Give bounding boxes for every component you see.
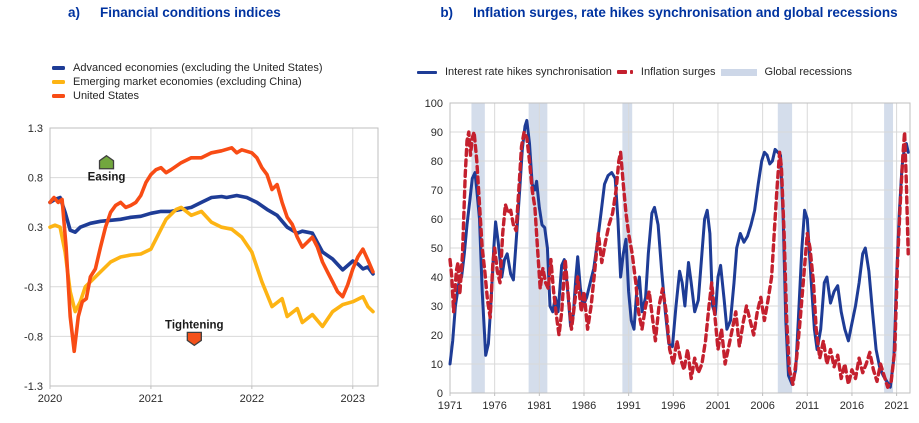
y-tick-label: 50 — [431, 243, 443, 255]
legend-swatch-solid — [52, 80, 65, 84]
chart-a-legend: Advanced economies (excluding the United… — [52, 62, 322, 102]
legend-swatch-dash — [616, 70, 633, 74]
y-tick-label: 1.3 — [28, 123, 43, 135]
series-line — [48, 146, 375, 354]
chart-b-legend: Interest rate hikes synchronisation Infla… — [417, 66, 919, 78]
y-tick-label: -0.8 — [24, 331, 43, 343]
x-tick-label: 1976 — [482, 400, 506, 412]
y-tick-label: 10 — [431, 359, 443, 371]
chart-a-title: a) Financial conditions indices — [68, 4, 408, 21]
legend-item: Advanced economies (excluding the United… — [52, 62, 322, 74]
y-tick-label: 80 — [431, 156, 443, 168]
legend-label: Advanced economies (excluding the United… — [73, 62, 323, 74]
x-tick-label: 2011 — [795, 400, 819, 412]
x-tick-label: 2001 — [706, 400, 730, 412]
legend-label: Inflation surges — [640, 66, 716, 78]
x-tick-label: 1986 — [572, 400, 596, 412]
chart-b-plot: 0 10 20 30 40 50 60 70 80 90 100 1971 1976 1981 1986 19… — [425, 98, 911, 412]
y-tick-label: -0.3 — [24, 282, 43, 294]
legend-swatch-band — [720, 68, 757, 76]
x-tick-label: 1991 — [616, 400, 640, 412]
series-line — [48, 205, 375, 329]
legend-item: Emerging market economies (excluding Chi… — [52, 76, 322, 88]
y-tick-label: 0.8 — [28, 173, 43, 185]
legend-item: Global recessions — [720, 66, 852, 78]
chart-a-title-text: Financial conditions indices — [100, 5, 281, 20]
legend-label: Interest rate hikes synchronisation — [445, 66, 612, 78]
chart-b-title: b) Inflation surges, rate hikes synchroni… — [419, 4, 919, 21]
easing-annotation-label: Easing — [88, 172, 126, 184]
legend-label: Emerging market economies (excluding Chi… — [73, 76, 302, 88]
x-tick-label: 1996 — [661, 400, 685, 412]
legend-item: United States — [52, 90, 322, 102]
series-line — [48, 193, 375, 276]
y-tick-label: 0 — [437, 388, 443, 400]
y-tick-label: 100 — [425, 98, 443, 110]
y-tick-label: 60 — [431, 214, 443, 226]
y-tick-label: 70 — [431, 185, 443, 197]
y-tick-label: 40 — [431, 272, 443, 284]
legend-swatch-solid — [52, 94, 65, 98]
x-tick-label: 2022 — [240, 393, 264, 405]
x-tick-label: 2021 — [884, 400, 908, 412]
legend-label: United States — [73, 90, 140, 102]
plot-border — [49, 127, 379, 387]
x-tick-label: 2006 — [750, 400, 774, 412]
legend-swatch-line — [417, 70, 437, 74]
x-tick-label: 2016 — [840, 400, 864, 412]
easing-marker-icon — [98, 154, 115, 170]
series-line — [448, 130, 910, 389]
y-tick-label: 0.3 — [28, 222, 43, 234]
legend-label: Global recessions — [764, 66, 852, 78]
legend-item: Interest rate hikes synchronisation — [417, 66, 612, 78]
tightening-annotation-label: Tightening — [165, 319, 224, 331]
legend-item: Inflation surges — [616, 66, 716, 78]
chart-a-label: a) — [68, 5, 81, 20]
plot-border — [449, 102, 911, 394]
y-tick-label: 20 — [431, 330, 443, 342]
tightening-marker-icon — [186, 331, 202, 347]
x-tick-label: 1971 — [438, 400, 462, 412]
chart-b-label: b) — [440, 5, 454, 20]
y-tick-label: 90 — [431, 127, 443, 139]
x-tick-label: 2021 — [139, 393, 163, 405]
y-tick-label: 30 — [431, 301, 443, 313]
x-tick-label: 2020 — [38, 393, 62, 405]
chart-b-title-text: Inflation surges, rate hikes synchronisa… — [473, 5, 898, 20]
y-tick-label: -1.3 — [24, 381, 43, 393]
legend-swatch-solid — [52, 66, 65, 70]
x-tick-label: 2023 — [341, 393, 365, 405]
x-tick-label: 1981 — [527, 400, 551, 412]
